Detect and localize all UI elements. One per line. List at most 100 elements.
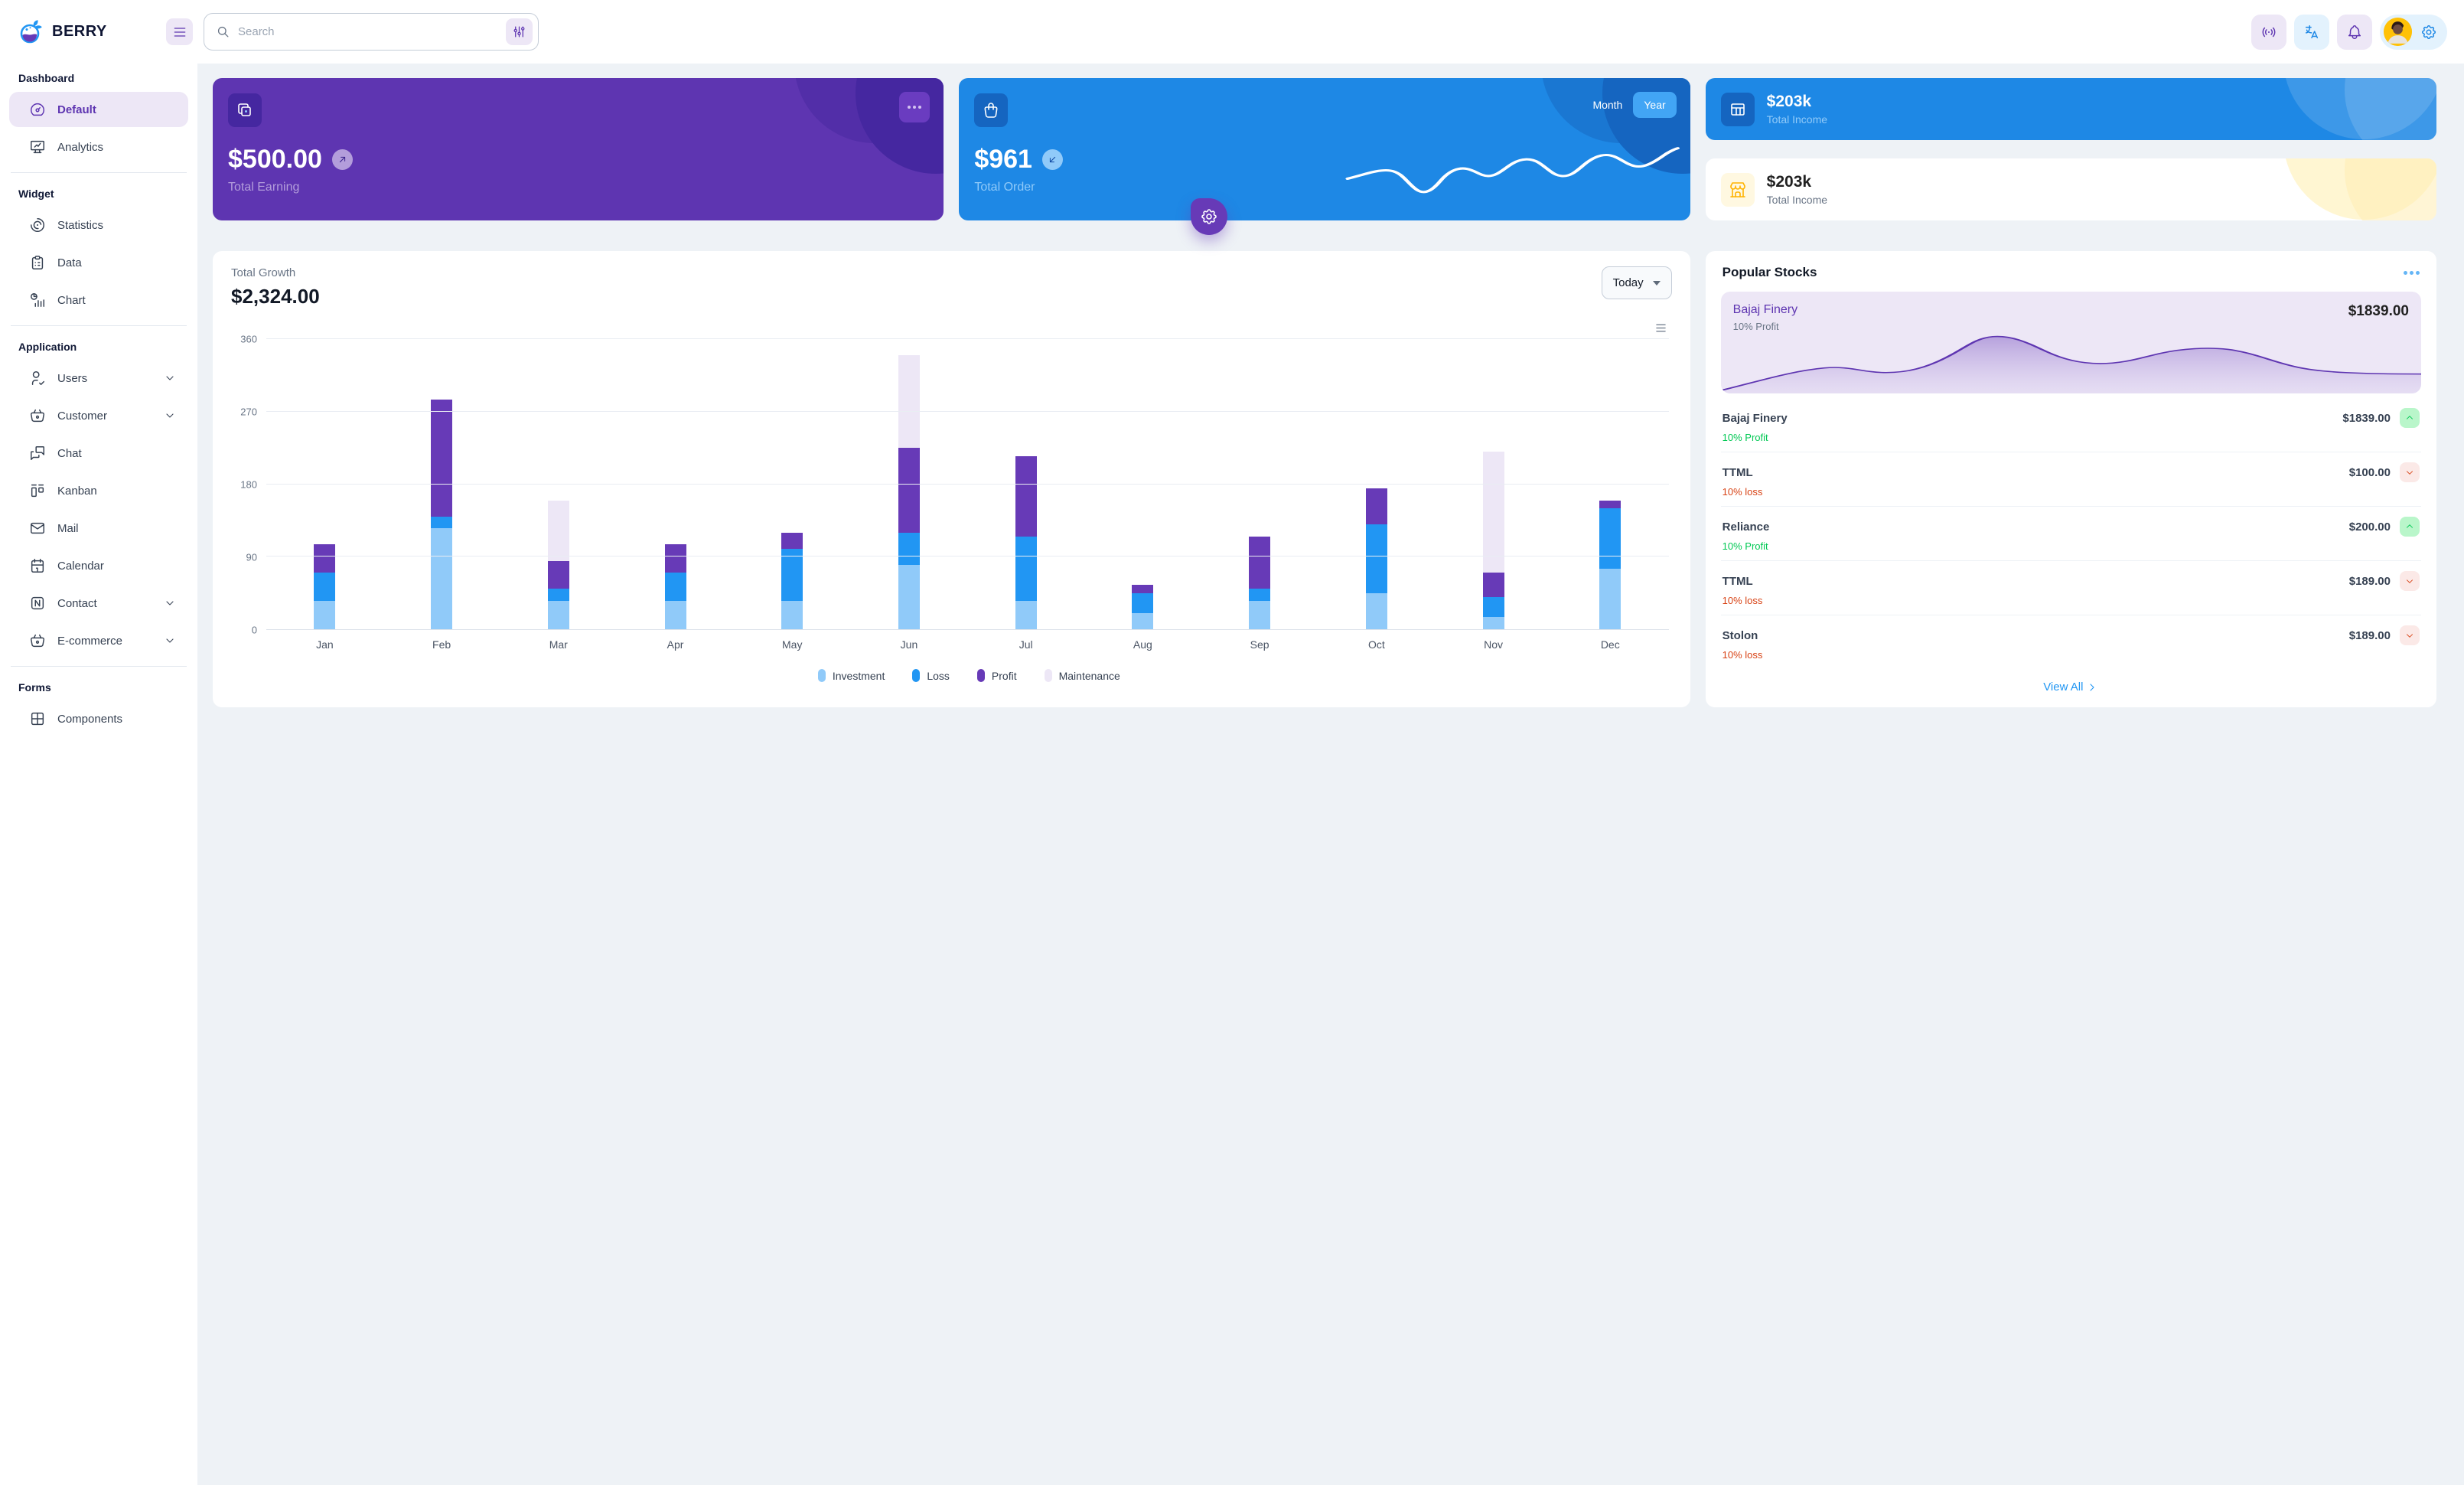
earning-more-button[interactable] [899, 92, 931, 122]
sidebar-item-data[interactable]: Data [9, 245, 188, 280]
clipboard-icon [31, 256, 44, 269]
search-icon [216, 24, 230, 39]
sidebar-item-chat[interactable]: Chat [9, 436, 188, 471]
income-light-label: Total Income [1766, 194, 1828, 206]
broadcast-button[interactable] [2251, 14, 2286, 50]
sidebar-item-contact[interactable]: Contact [9, 586, 188, 621]
sidebar-item-ecommerce[interactable]: E-commerce [9, 623, 188, 658]
sidebar-item-statistics[interactable]: Statistics [9, 207, 188, 243]
logo: BERRY [0, 0, 197, 64]
chart-icon [31, 293, 44, 307]
legend-item-maintenance[interactable]: Maintenance [1044, 669, 1120, 682]
stocks-more-button[interactable] [2403, 270, 2420, 275]
legend-item-investment[interactable]: Investment [817, 669, 885, 682]
featured-stock-price: $1839.00 [2348, 303, 2409, 319]
x-label-jun: Jun [900, 638, 918, 651]
featured-stock-card[interactable]: Bajaj Finery 10% Profit $1839.00 [1720, 292, 2421, 393]
mail-icon [31, 522, 44, 534]
order-label: Total Order [974, 181, 1035, 194]
hamburger-icon [174, 27, 185, 37]
x-label-dec: Dec [1600, 638, 1620, 651]
notifications-button[interactable] [2337, 14, 2372, 50]
sidebar-item-mail[interactable]: Mail [9, 511, 188, 546]
earning-label: Total Earning [228, 181, 300, 194]
x-label-apr: Apr [667, 638, 684, 651]
sidebar-item-customer[interactable]: Customer [9, 398, 188, 433]
language-button[interactable] [2294, 14, 2329, 50]
users-icon [31, 371, 44, 385]
stocks-list: Bajaj Finery $1839.00 10% Profit TTML $1… [1720, 398, 2421, 669]
chart-menu-icon[interactable] [1654, 321, 1667, 335]
toggle-month-button[interactable]: Month [1586, 93, 1628, 117]
sidebar-toggle-button[interactable] [166, 18, 193, 45]
trend-up-badge [331, 149, 353, 170]
bar-mar [500, 339, 617, 629]
app-header: BERRY [0, 0, 2464, 64]
bar-dec [1552, 339, 1669, 629]
brand-name: BERRY [52, 23, 107, 40]
up-chevron-icon [2399, 408, 2420, 428]
order-icon-badge [974, 93, 1009, 127]
search-filter-button[interactable] [506, 18, 533, 45]
section-heading-dashboard: Dashboard [18, 72, 75, 84]
range-select[interactable]: Today [1601, 266, 1672, 299]
bar-feb [383, 339, 500, 629]
analytics-icon [31, 140, 44, 154]
three-dots-icon [908, 106, 922, 109]
sidebar-item-users[interactable]: Users [9, 361, 188, 396]
arrow-down-left-icon [1049, 156, 1056, 163]
chart-legend: Investment Loss Profit Maintenance [266, 669, 1672, 682]
search-input[interactable] [238, 25, 498, 38]
bar-apr [617, 339, 734, 629]
total-income-light-card: $203k Total Income [1705, 158, 2436, 220]
basket-icon [31, 634, 44, 648]
gear-icon [1201, 209, 1217, 224]
order-value: $961 [974, 145, 1032, 174]
statistics-icon [31, 218, 44, 232]
legend-item-loss[interactable]: Loss [912, 669, 950, 682]
stock-row-stolon: Stolon $189.00 10% loss [1721, 615, 2421, 669]
calendar-icon [31, 559, 44, 573]
section-heading-widget: Widget [18, 188, 54, 200]
sidebar-item-components[interactable]: Components [9, 701, 188, 736]
section-heading-application: Application [18, 341, 77, 353]
broadcast-icon [2262, 27, 2276, 37]
sidebar-item-analytics[interactable]: Analytics [9, 129, 188, 165]
x-label-mar: Mar [549, 638, 568, 651]
table-grid-icon [1730, 103, 1745, 116]
avatar [2384, 18, 2412, 46]
bar-aug [1084, 339, 1201, 629]
sidebar-item-default[interactable]: Default [9, 92, 188, 127]
x-label-jan: Jan [316, 638, 334, 651]
legend-item-profit[interactable]: Profit [976, 669, 1017, 682]
basket-icon [31, 409, 44, 423]
contact-icon [31, 596, 44, 610]
view-all-link[interactable]: View All [1721, 669, 2421, 700]
customizer-fab-button[interactable] [1191, 198, 1227, 235]
copy-squares-icon [238, 103, 251, 116]
total-income-dark-card: $203k Total Income [1705, 78, 2436, 140]
shopping-bag-icon [984, 103, 998, 118]
popular-stocks-card: Popular Stocks Bajaj Finery 10% Profit $… [1705, 251, 2436, 707]
income-dark-label: Total Income [1766, 113, 1828, 126]
toggle-year-button[interactable]: Year [1633, 92, 1677, 118]
down-chevron-icon [2399, 462, 2420, 482]
stock-row-ttml-1: TTML $100.00 10% loss [1720, 452, 2421, 507]
growth-bars [266, 339, 1669, 629]
sidebar-item-calendar[interactable]: Calendar [9, 548, 188, 583]
income-light-value: $203k [1766, 173, 1812, 191]
divider [11, 172, 187, 173]
storefront-icon [1729, 181, 1745, 197]
three-dots-icon [2403, 270, 2420, 275]
featured-stock-name: Bajaj Finery [1732, 303, 1798, 316]
growth-title: Total Growth [231, 266, 296, 279]
sidebar-item-chart[interactable]: Chart [9, 282, 188, 318]
sidebar-item-kanban[interactable]: Kanban [9, 473, 188, 508]
featured-stock-sub: 10% Profit [1732, 321, 1779, 332]
x-label-jul: Jul [1019, 638, 1033, 651]
income-dark-value: $203k [1766, 93, 1812, 110]
caret-down-icon [1652, 280, 1661, 286]
stock-row-bajaj: Bajaj Finery $1839.00 10% Profit [1720, 398, 2421, 452]
chevron-down-icon [164, 372, 176, 384]
profile-menu-button[interactable] [2380, 14, 2447, 50]
